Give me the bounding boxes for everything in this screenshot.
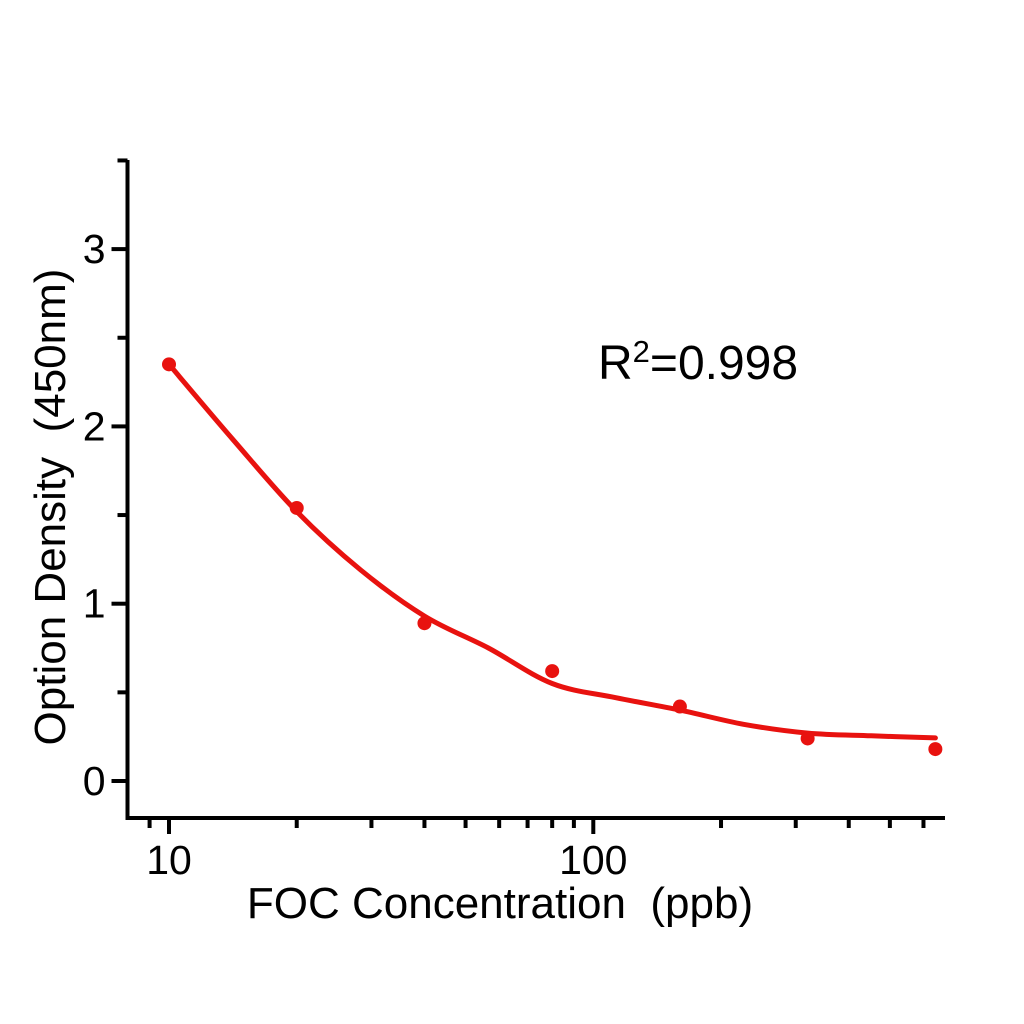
data-point xyxy=(162,357,176,372)
data-point xyxy=(800,731,815,746)
y-tick-label: 2 xyxy=(83,403,106,449)
x-axis-title: FOC Concentration (ppb) xyxy=(246,879,754,928)
x-tick-label: 100 xyxy=(559,837,627,883)
r-squared-value: =0.998 xyxy=(649,337,799,390)
y-tick-label: 0 xyxy=(83,758,106,804)
r-squared-prefix: R xyxy=(598,337,633,390)
r-squared-annotation: R2=0.998 xyxy=(598,336,799,390)
y-axis-title: Option Density (450nm) xyxy=(26,268,75,746)
data-point xyxy=(672,699,687,714)
fit-curve xyxy=(166,361,938,741)
r-squared-superscript: 2 xyxy=(632,334,650,369)
x-tick-label: 10 xyxy=(146,837,192,883)
data-point xyxy=(417,616,432,631)
y-tick-label: 1 xyxy=(83,581,106,627)
data-point xyxy=(289,500,304,515)
data-point xyxy=(928,742,943,757)
y-tick-label: 3 xyxy=(83,226,106,272)
data-point xyxy=(545,664,560,679)
